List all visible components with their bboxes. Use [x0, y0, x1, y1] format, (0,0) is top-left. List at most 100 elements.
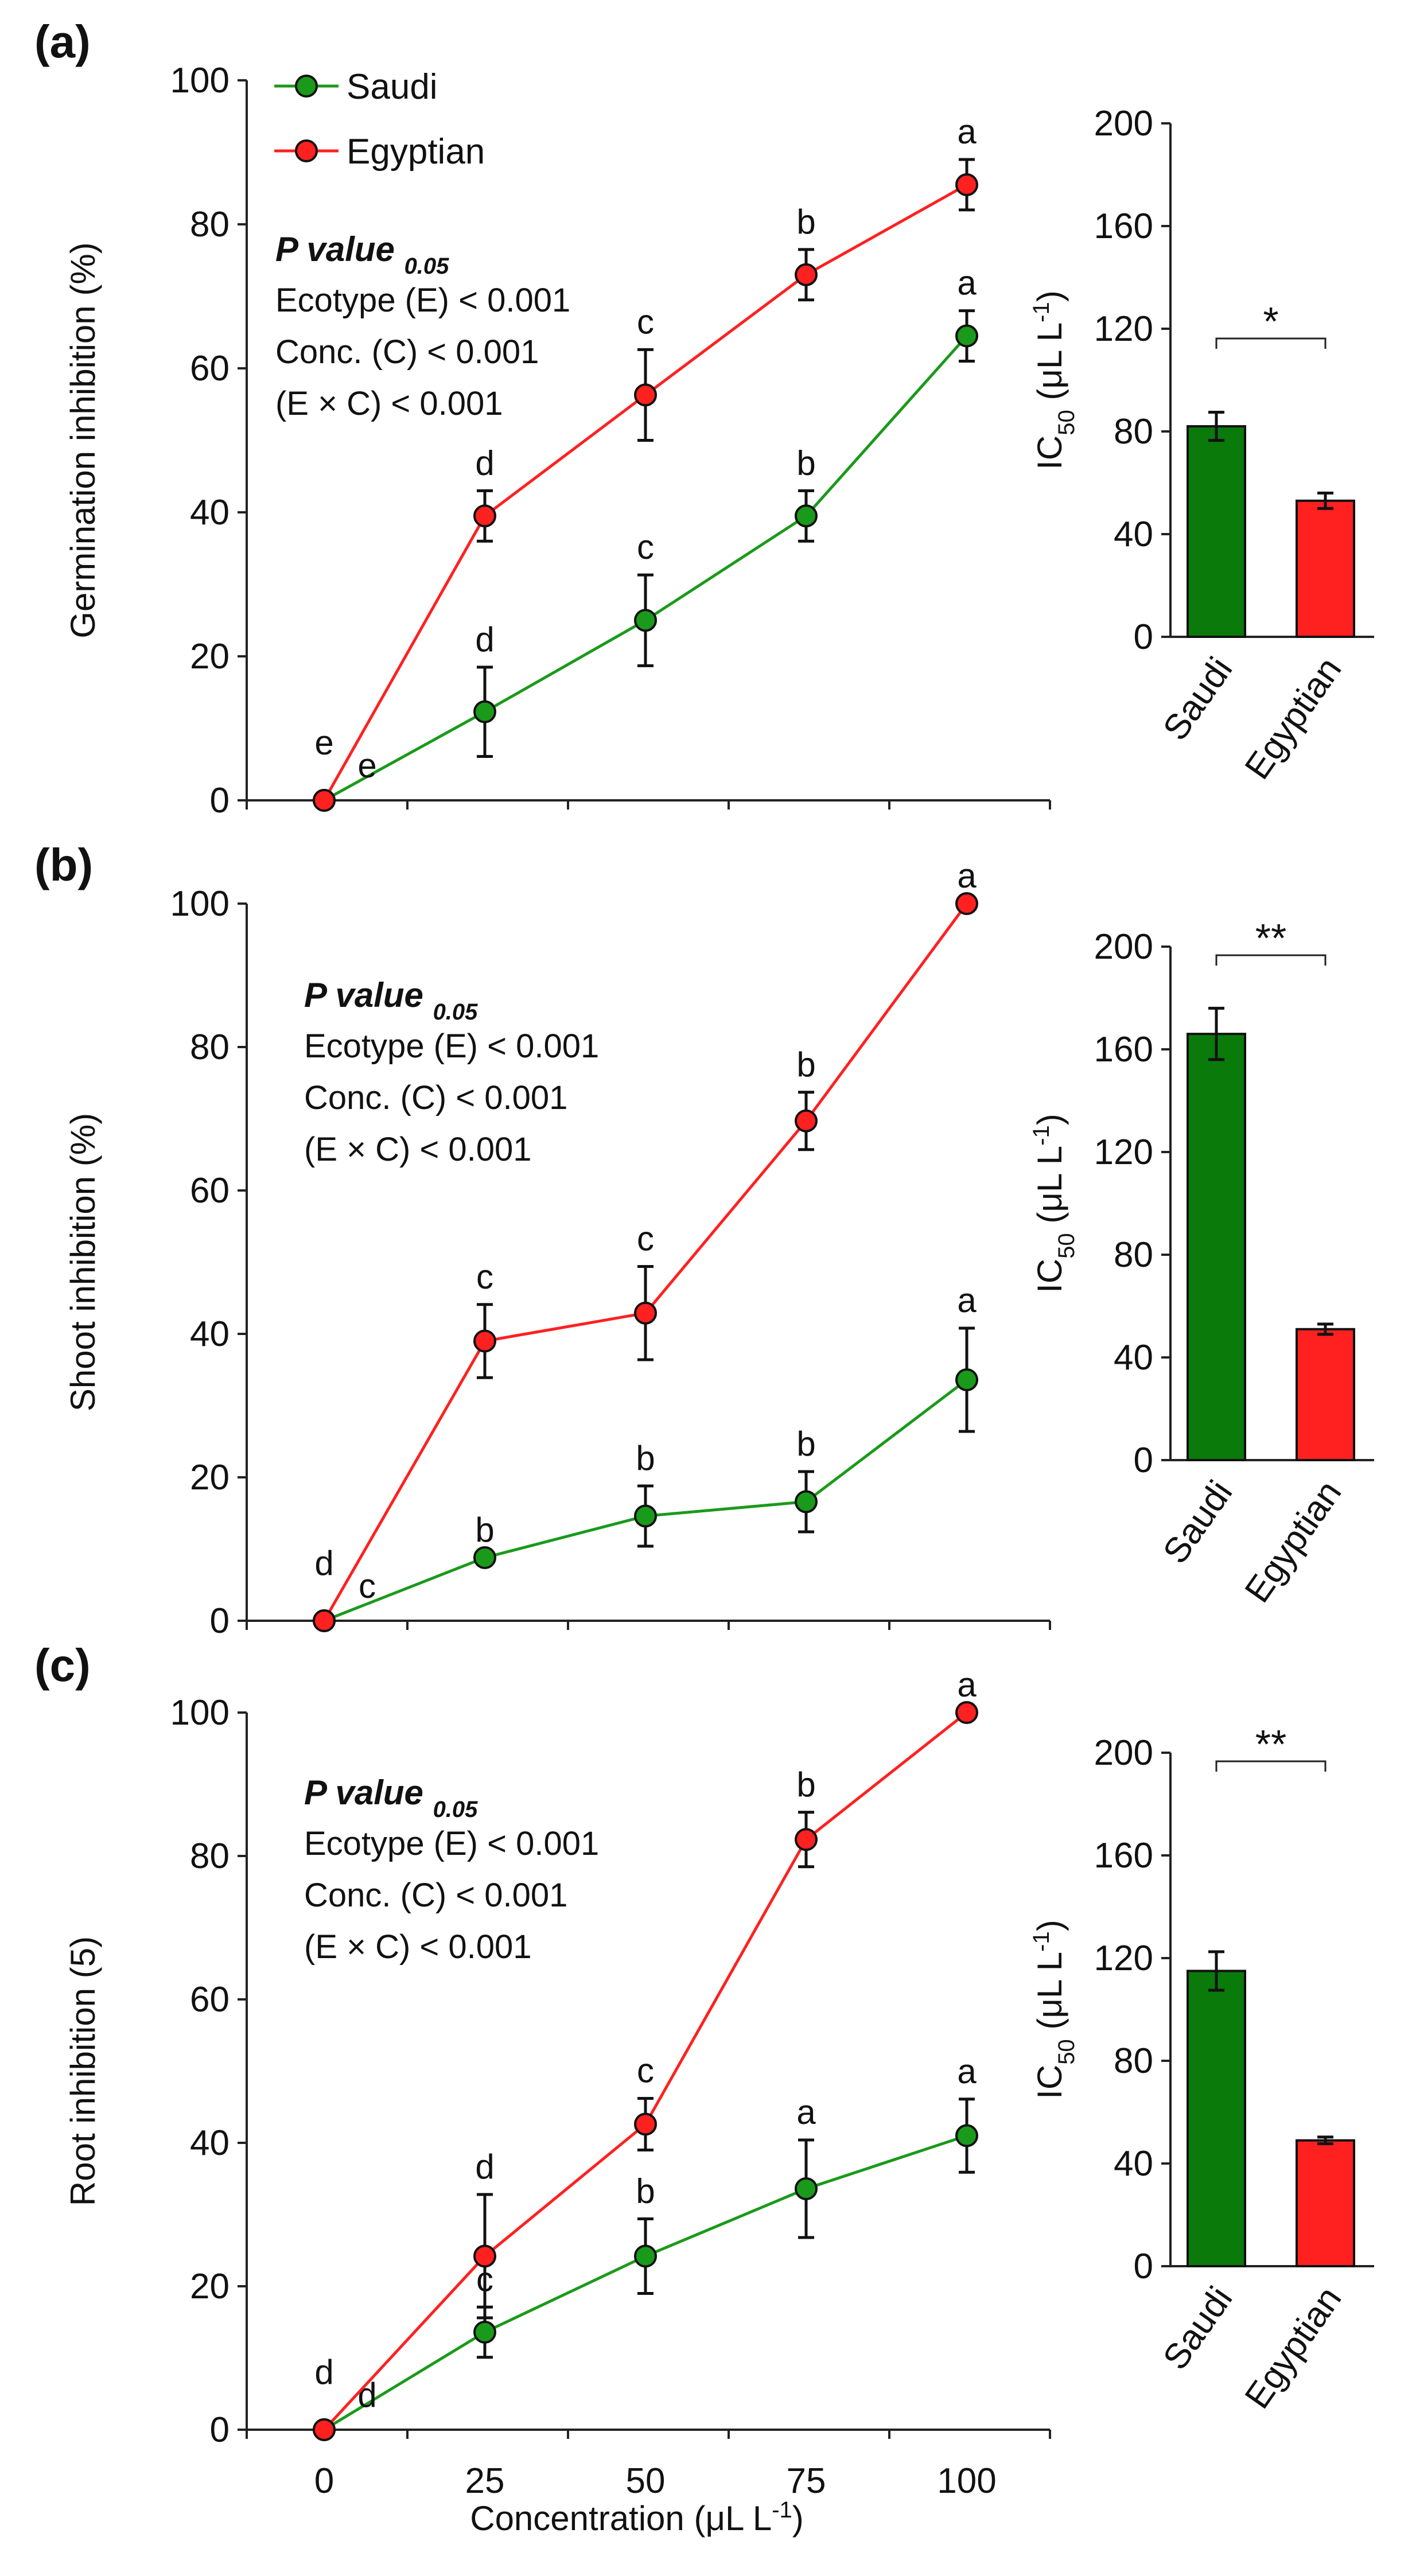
- legend-item-egyptian: Egyptian: [274, 132, 485, 172]
- data-point: [795, 1109, 818, 1133]
- significance-letter: c: [637, 302, 654, 341]
- ic50-y-tick-label: 200: [1094, 927, 1153, 967]
- ic50-y-tick-label: 80: [1114, 2041, 1153, 2081]
- data-point: [634, 1301, 657, 1325]
- x-axis-title: Concentration (μL L-1): [470, 2497, 804, 2538]
- data-point: [955, 2124, 978, 2147]
- ic50-y-tick-label: 200: [1094, 1733, 1153, 1773]
- panel-label-b: (b): [34, 839, 93, 890]
- significance-letter: c: [637, 528, 654, 566]
- ic50-y-tick-label: 160: [1094, 207, 1153, 246]
- x-tick-label: 50: [626, 2461, 666, 2501]
- significance-letter: a: [796, 2093, 816, 2131]
- data-point: [795, 2177, 818, 2200]
- x-tick-label: 0: [314, 2461, 334, 2501]
- data-point: [795, 1490, 818, 1513]
- ic50-category-label: Egyptian: [1238, 650, 1349, 786]
- stats-line: (E × C) < 0.001: [275, 385, 503, 422]
- ic50-category-label: Saudi: [1156, 1473, 1240, 1570]
- significance-letter: d: [475, 2147, 494, 2186]
- line-chart-2: 0 20 40 60 80 100 Shoot inhibition (%) P value …: [64, 857, 1051, 1641]
- data-point: [634, 383, 657, 407]
- significance-letter: b: [796, 1045, 815, 1084]
- data-point: [634, 2112, 657, 2136]
- significance-letter: b: [796, 203, 815, 241]
- ic50-category-label: Egyptian: [1238, 2279, 1349, 2415]
- stats-title: P value 0.05: [304, 976, 478, 1025]
- ic50-significance-mark: **: [1255, 1722, 1286, 1766]
- data-point: [313, 789, 336, 812]
- ic50-bar-egyptian: [1296, 2139, 1355, 2268]
- ic50-y-tick-label: 80: [1114, 412, 1153, 452]
- data-point: [634, 2244, 657, 2268]
- y-tick-label: 20: [190, 2267, 230, 2306]
- significance-letter: c: [637, 1220, 654, 1258]
- data-point: [473, 700, 496, 723]
- ic50-chart-2: 0 40 80 120 160 200 IC50 (μL L-1) SaudiEgyptian…: [1029, 916, 1374, 1610]
- y-axis-title: Root inhibition (5): [64, 1936, 102, 2206]
- significance-letter: d: [475, 443, 494, 482]
- significance-letter: b: [475, 1511, 494, 1549]
- data-point: [634, 609, 657, 632]
- ic50-chart-3: 0 40 80 120 160 200 IC50 (μL L-1) SaudiEgyptian…: [1029, 1722, 1374, 2416]
- data-point: [955, 892, 978, 915]
- significance-letter: c: [476, 1258, 493, 1296]
- y-tick-label: 60: [190, 1171, 230, 1211]
- ic50-y-tick-label: 0: [1134, 617, 1153, 657]
- y-tick-label: 0: [210, 781, 230, 820]
- significance-letter: a: [957, 857, 977, 895]
- data-point: [955, 1368, 978, 1391]
- stats-line: Ecotype (E) < 0.001: [275, 282, 570, 319]
- ic50-significance-bracket: [1215, 1760, 1327, 1772]
- ic50-significance-mark: **: [1255, 916, 1286, 960]
- y-tick-label: 100: [170, 1693, 230, 1733]
- data-point: [795, 504, 818, 528]
- ic50-category-label: Saudi: [1156, 650, 1240, 747]
- stats-line: (E × C) < 0.001: [304, 1928, 532, 1966]
- data-point: [795, 263, 818, 286]
- significance-letter: a: [957, 112, 977, 151]
- ic50-y-axis-title: IC50 (μL L-1): [1029, 290, 1079, 469]
- ic50-y-tick-label: 80: [1114, 1235, 1153, 1275]
- legend: Saudi Egyptian: [274, 67, 485, 172]
- x-tick-label: 25: [465, 2461, 505, 2501]
- panel-label-c: (c): [34, 1640, 91, 1691]
- data-point: [473, 504, 496, 528]
- data-point: [795, 1828, 818, 1851]
- data-point: [955, 173, 978, 196]
- stats-line: (E × C) < 0.001: [304, 1131, 532, 1168]
- y-tick-label: 80: [190, 205, 230, 244]
- ic50-bar-saudi: [1187, 1033, 1246, 1461]
- y-tick-label: 60: [190, 1980, 230, 2019]
- ic50-y-axis-title: IC50 (μL L-1): [1029, 1920, 1079, 2099]
- legend-marker-saudi: [295, 75, 318, 98]
- stats-line: Conc. (C) < 0.001: [304, 1079, 567, 1116]
- y-tick-label: 20: [190, 1458, 230, 1497]
- data-point: [313, 1609, 336, 1632]
- line-chart-3: 0 20 40 60 80 100 0 25 50 75 100 Root inhibition (5…: [64, 1666, 1051, 2501]
- ic50-significance-bracket: [1215, 337, 1327, 349]
- significance-letter: b: [796, 443, 815, 482]
- ic50-y-tick-label: 200: [1094, 104, 1153, 143]
- y-tick-label: 80: [190, 1028, 230, 1067]
- ic50-y-tick-label: 160: [1094, 1836, 1153, 1875]
- data-point: [473, 1546, 496, 1569]
- ic50-category-label: Saudi: [1156, 2279, 1240, 2376]
- significance-letter: d: [314, 2353, 333, 2391]
- significance-letter: a: [957, 2052, 977, 2091]
- ic50-y-tick-label: 120: [1094, 309, 1153, 349]
- ic50-y-tick-label: 40: [1114, 1338, 1153, 1378]
- ic50-bar-saudi: [1187, 1970, 1246, 2267]
- ic50-significance-bracket: [1215, 954, 1327, 966]
- ic50-y-tick-label: 40: [1114, 515, 1153, 554]
- y-tick-label: 40: [190, 2123, 230, 2163]
- y-tick-label: 100: [170, 61, 230, 100]
- x-tick-label: 75: [787, 2461, 826, 2501]
- significance-letter: b: [796, 1765, 815, 1804]
- ic50-y-tick-label: 0: [1134, 1441, 1153, 1480]
- data-point: [634, 1504, 657, 1528]
- legend-marker-egyptian: [295, 139, 318, 162]
- ic50-chart-1: 0 40 80 120 160 200 IC50 (μL L-1) SaudiEgyptian…: [1029, 104, 1374, 787]
